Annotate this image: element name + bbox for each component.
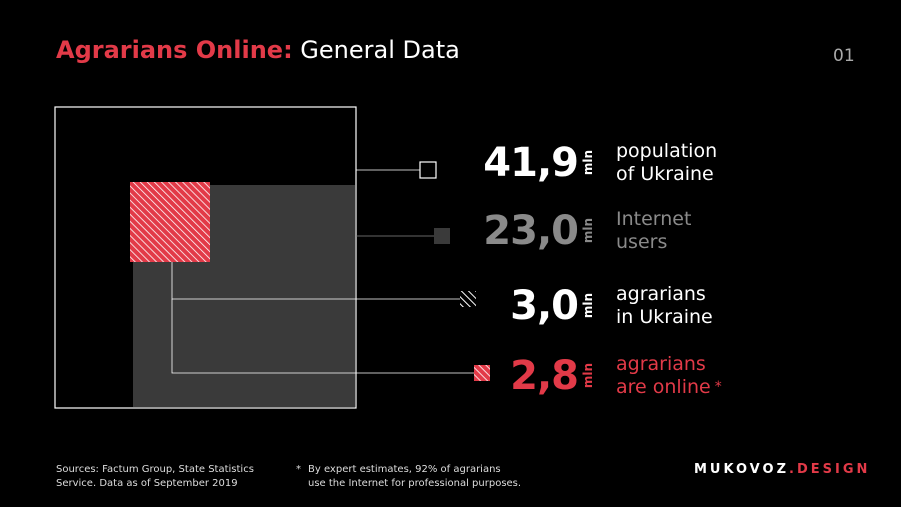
stat-unit: mln [581, 363, 595, 389]
footnote-asterisk: * [714, 379, 722, 395]
brand-dot: . [789, 462, 797, 477]
stat-label-line: Internet [616, 208, 692, 230]
brand-sub: DESIGN [796, 462, 871, 477]
stat-label-line: agrarians [616, 283, 706, 305]
title-highlight: Agrarians Online: [56, 36, 293, 64]
stat-value: 2,8 [510, 353, 579, 399]
stat-label-line: users [616, 231, 668, 253]
stat-label-line: are online * [616, 376, 722, 399]
stat-population: 41,9 mln population of Ukraine [478, 140, 717, 186]
stat-label-text: are online [616, 376, 711, 398]
sources-line: Service. Data as of September 2019 [56, 478, 238, 489]
page-title: Agrarians Online: General Data [56, 36, 460, 64]
stat-value: 23,0 [483, 208, 579, 254]
stat-label-line: agrarians [616, 353, 706, 375]
stat-agrarians: 3,0 mln agrarians in Ukraine [478, 283, 713, 329]
stat-label-line: population [616, 140, 718, 162]
marker-hatched-red-square [474, 365, 490, 381]
agrarians-square [130, 182, 210, 262]
footnote-line: use the Internet for professional purpos… [308, 478, 522, 489]
footnote: * By expert estimates, 92% of agrarians … [296, 463, 556, 491]
sources-line: Sources: Factum Group, State Statistics [56, 464, 254, 475]
stat-label-line: of Ukraine [616, 163, 714, 185]
population-square [54, 106, 357, 409]
stat-label-line: in Ukraine [616, 306, 713, 328]
title-rest: General Data [292, 36, 460, 64]
marker-filled-gray-square [434, 228, 450, 244]
marker-hatched-white-square [460, 291, 476, 307]
stat-label: agrarians are online * [616, 353, 722, 399]
stat-internet-users: 23,0 mln Internet users [478, 208, 691, 254]
stat-label: Internet users [616, 208, 691, 254]
footnote-line: By expert estimates, 92% of agrarians [308, 464, 501, 475]
sources-note: Sources: Factum Group, State Statistics … [56, 463, 276, 491]
stat-agrarians-online: 2,8 mln agrarians are online * [478, 353, 722, 399]
stat-value: 41,9 [483, 140, 579, 186]
stat-label: agrarians in Ukraine [616, 283, 713, 329]
footnote-mark: * [296, 464, 301, 475]
stat-value: 3,0 [510, 283, 579, 329]
page-number: 01 [833, 46, 855, 66]
stat-unit: mln [581, 218, 595, 244]
stat-unit: mln [581, 293, 595, 319]
stat-unit: mln [581, 150, 595, 176]
connector-online [171, 299, 474, 374]
stat-label: population of Ukraine [616, 140, 717, 186]
brand-main: MUKOVOZ [694, 462, 789, 477]
brand-logo: MUKOVOZ.DESIGN [694, 462, 870, 477]
marker-outline-square [419, 161, 437, 179]
